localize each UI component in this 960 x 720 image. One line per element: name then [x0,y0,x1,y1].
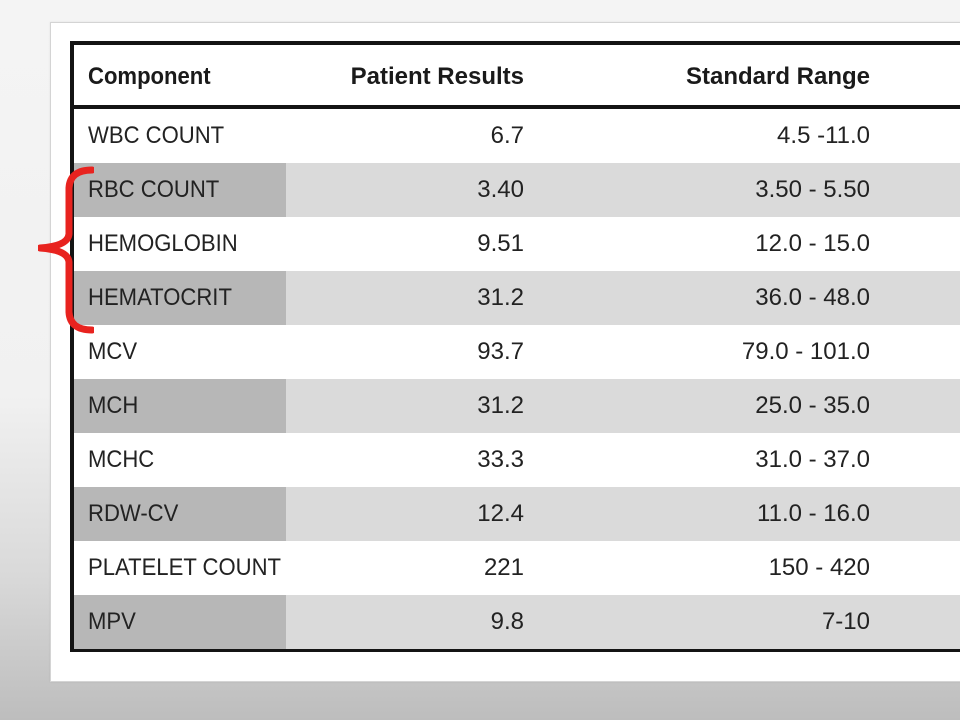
row-component: WBC COUNT [88,122,225,149]
row-label-shade [74,163,286,217]
row-result: 3.40 [477,176,524,203]
red-bracket-annotation [38,166,94,334]
row-result: 93.7 [477,338,524,365]
row-component: RBC COUNT [88,176,220,203]
header-component: Component [88,63,211,90]
table-row: HEMOGLOBIN 9.51 12.0 - 15.0 [74,217,960,271]
row-component: MPV [88,608,136,635]
table-row: MCH 31.2 25.0 - 35.0 [74,379,960,433]
row-label-shade [74,487,286,541]
row-result: 12.4 [477,500,524,527]
row-range: 3.50 - 5.50 [755,176,870,203]
row-component: HEMATOCRIT [88,284,232,311]
row-component: MCH [88,392,139,419]
table-row: WBC COUNT 6.7 4.5 -11.0 [74,109,960,163]
lab-results-table: Component Patient Results Standard Range… [70,41,960,652]
row-range: 150 - 420 [768,554,870,581]
row-result: 9.51 [477,230,524,257]
row-component: MCHC [88,446,155,473]
row-result: 31.2 [477,392,524,419]
row-range: 36.0 - 48.0 [755,284,870,311]
row-range: 31.0 - 37.0 [755,446,870,473]
row-range: 79.0 - 101.0 [741,338,870,365]
table-row: MCV 93.7 79.0 - 101.0 [74,325,960,379]
row-result: 31.2 [477,284,524,311]
row-result: 221 [483,554,524,581]
row-result: 6.7 [490,122,524,149]
table-row: RDW-CV 12.4 11.0 - 16.0 [74,487,960,541]
row-label-shade [74,595,286,649]
header-patient-results: Patient Results [350,63,524,90]
row-range: 11.0 - 16.0 [757,500,870,527]
table-row: PLATELET COUNT 221 150 - 420 [74,541,960,595]
row-result: 9.8 [490,608,524,635]
row-range: 4.5 -11.0 [777,122,870,149]
row-range: 7-10 [821,608,870,635]
row-range: 25.0 - 35.0 [755,392,870,419]
table-row: RBC COUNT 3.40 3.50 - 5.50 [74,163,960,217]
header-standard-range: Standard Range [685,63,870,90]
table-row: MCHC 33.3 31.0 - 37.0 [74,433,960,487]
table-header-row: Component Patient Results Standard Range [74,45,960,109]
row-label-shade [74,271,286,325]
row-component: HEMOGLOBIN [88,230,238,257]
table-row: HEMATOCRIT 31.2 36.0 - 48.0 [74,271,960,325]
row-result: 33.3 [477,446,524,473]
row-component: PLATELET COUNT [88,554,282,581]
row-range: 12.0 - 15.0 [755,230,870,257]
header-divider [74,105,960,109]
table-row: MPV 9.8 7-10 [74,595,960,649]
row-label-shade [74,379,286,433]
row-component: RDW-CV [88,500,179,527]
row-component: MCV [88,338,138,365]
